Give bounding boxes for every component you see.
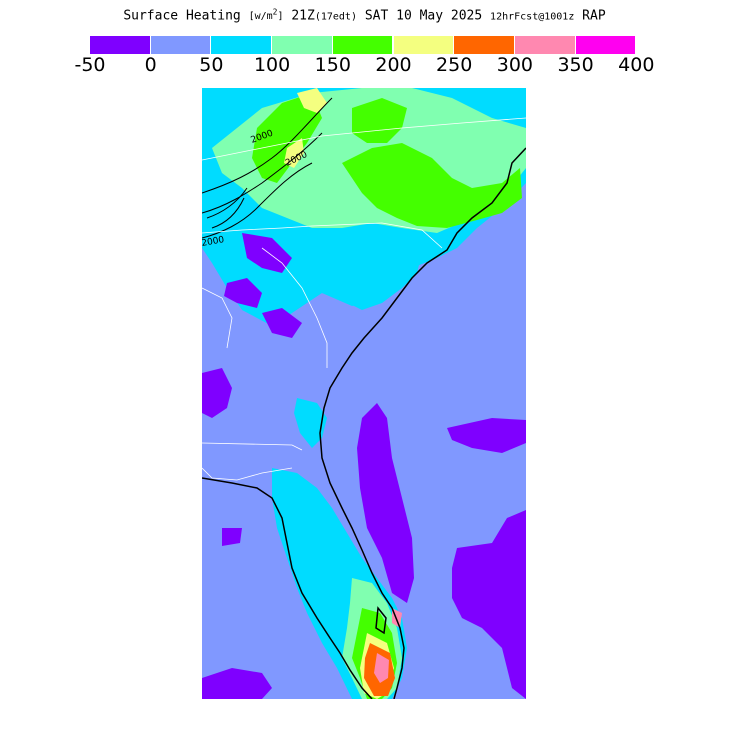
field-region-purple-gulf-sw xyxy=(202,668,272,699)
title-model: RAP xyxy=(582,8,606,24)
field-region-purple-al xyxy=(202,368,232,418)
field-region-purple-atlantic-east xyxy=(447,418,526,453)
map-title: Surface Heating [w/m2] 21Z(17edt) SAT 10… xyxy=(0,8,729,23)
legend-tick-label-5: 200 xyxy=(375,54,412,76)
title-date: SAT 10 May 2025 xyxy=(364,8,483,24)
legend-tick-label-4: 150 xyxy=(314,54,351,76)
title-units-sup: 2 xyxy=(272,8,278,17)
color-legend-ticks: -50 0 50 100 150 200 250 300 350 400 xyxy=(0,54,729,80)
legend-tick-label-2: 50 xyxy=(199,54,224,76)
field-region-yellow-ridge2 xyxy=(284,138,304,168)
legend-swatch-7 xyxy=(514,36,575,54)
legend-tick-label-8: 350 xyxy=(557,54,594,76)
legend-tick-label-3: 100 xyxy=(253,54,291,76)
title-forecast: 12hrFcst@1001z xyxy=(490,11,575,23)
legend-tick-label-1: 0 xyxy=(144,54,157,76)
contour-label-3: 2000 xyxy=(202,235,225,249)
field-region-purple-bahamas xyxy=(452,510,526,699)
legend-tick-label-0: -50 xyxy=(74,54,106,76)
legend-tick-label-9: 400 xyxy=(618,54,655,76)
color-legend-bar xyxy=(90,36,636,54)
legend-swatch-4 xyxy=(332,36,393,54)
legend-tick-label-6: 250 xyxy=(436,54,473,76)
title-units-close: ] xyxy=(277,11,284,23)
legend-swatch-0 xyxy=(90,36,150,54)
field-region-yellow-ridge xyxy=(297,88,327,113)
field-region-purple-atlantic-stripe xyxy=(357,403,414,603)
legend-swatch-2 xyxy=(211,36,272,54)
legend-swatch-5 xyxy=(393,36,454,54)
field-region-cyan-sc xyxy=(297,228,422,306)
title-valid-time: 21Z xyxy=(291,8,315,24)
state-borders xyxy=(202,117,526,481)
legend-swatch-3 xyxy=(272,36,332,54)
legend-tick-label-7: 300 xyxy=(496,54,534,76)
legend-swatch-8 xyxy=(575,36,636,54)
field-region-cyan-ga-coast xyxy=(294,398,327,448)
title-units-open: [w/m xyxy=(248,11,273,23)
field-region-pink-florida xyxy=(374,653,389,683)
field-region-purple-ga xyxy=(224,278,262,308)
surface-heating-map: 2000 2000 2000 xyxy=(202,88,526,699)
field-region-purple-ga2 xyxy=(262,308,302,338)
coastline xyxy=(202,147,526,699)
field-region-purple-gulf-w xyxy=(222,528,242,546)
title-local-time: (17edt) xyxy=(314,11,357,23)
legend-swatch-1 xyxy=(150,36,211,54)
title-field: Surface Heating xyxy=(123,8,241,24)
field-region-brightgreen-ridge xyxy=(252,93,322,183)
legend-swatch-6 xyxy=(454,36,514,54)
field-region-purple-ga-north xyxy=(242,233,292,273)
field-region-brightgreen-nc xyxy=(342,143,522,228)
height-contours xyxy=(202,97,333,239)
